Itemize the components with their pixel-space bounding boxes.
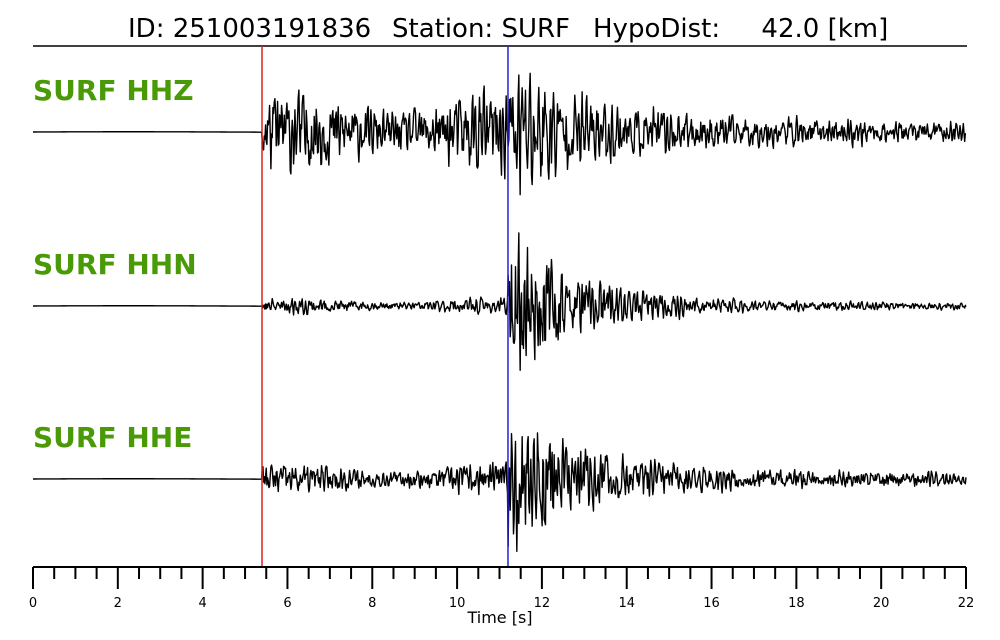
x-tick-label: 16 <box>703 596 720 611</box>
trace-line-2 <box>32 232 967 371</box>
x-tick-label: 10 <box>449 596 466 611</box>
x-tick-label: 0 <box>29 596 37 611</box>
x-tick-label: 14 <box>618 596 635 611</box>
x-tick-label: 12 <box>534 596 551 611</box>
x-axis-label: Time [s] <box>466 608 532 627</box>
chart-title-station: Station: SURF <box>392 14 570 44</box>
x-tick-label: 4 <box>198 596 206 611</box>
channel-label-1: SURF HHZ <box>33 74 194 107</box>
x-tick-label: 2 <box>114 596 122 611</box>
chart-title-distance: HypoDist: 42.0 [km] <box>593 14 888 44</box>
x-tick-label: 18 <box>788 596 805 611</box>
trace-line-3 <box>32 432 967 553</box>
x-axis: 0 2 4 6 8 10 12 14 16 18 20 22 <box>29 566 975 611</box>
x-tick-label: 20 <box>873 596 890 611</box>
x-tick-label: 6 <box>283 596 291 611</box>
picks-group <box>261 46 509 567</box>
channel-label-3: SURF HHE <box>33 421 192 454</box>
x-tick-label: 22 <box>958 596 975 611</box>
channel-label-2: SURF HHN <box>33 248 197 281</box>
trace-line-1 <box>32 72 967 196</box>
x-tick-label: 8 <box>368 596 376 611</box>
channel-labels-group: SURF HHZ SURF HHN SURF HHE <box>33 74 197 454</box>
chart-title-id: ID: 251003191836 <box>128 14 371 44</box>
traces-group <box>32 72 967 553</box>
